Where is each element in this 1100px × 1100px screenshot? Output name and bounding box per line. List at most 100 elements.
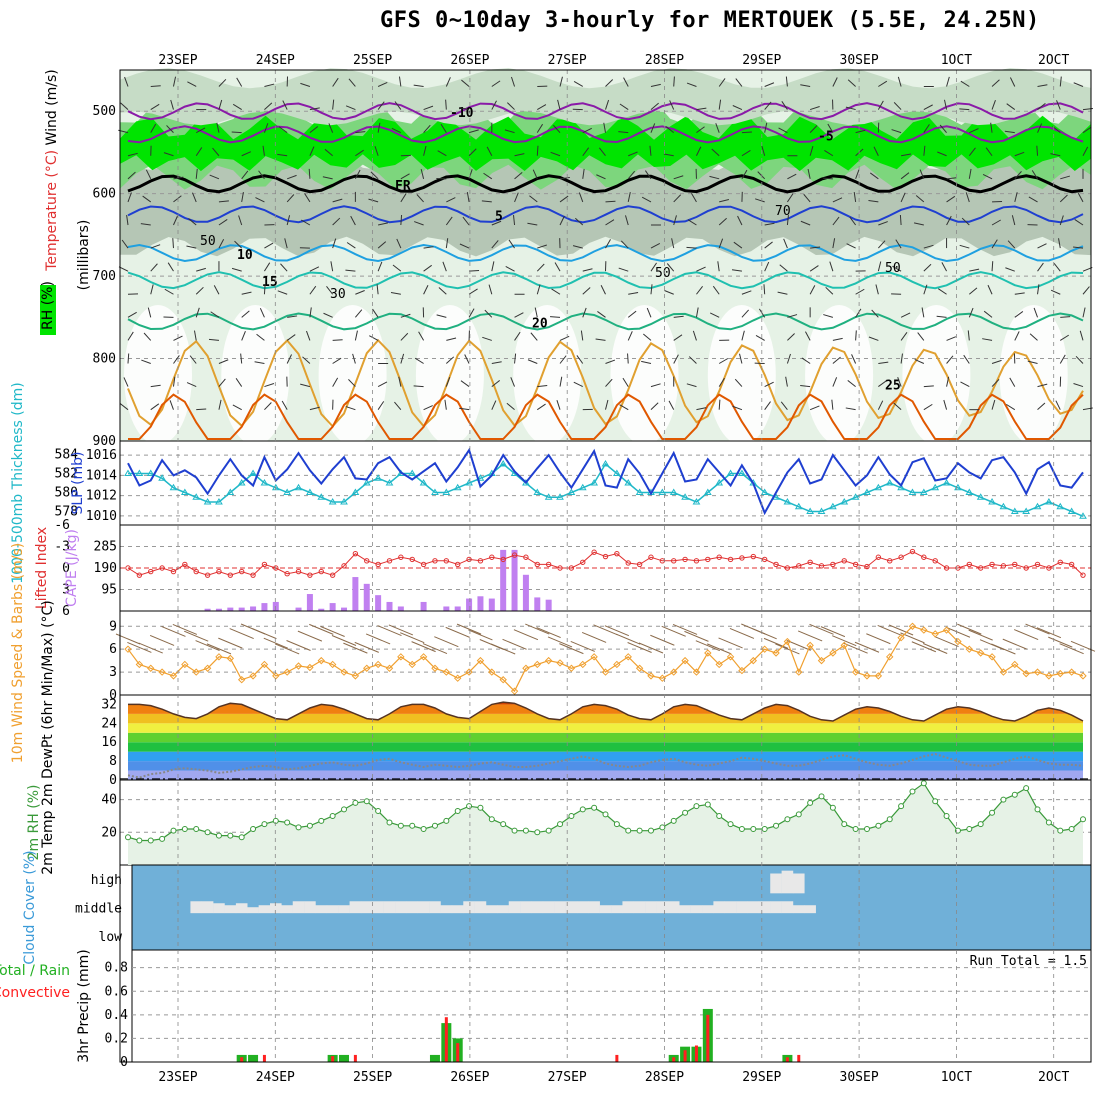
wind-barb	[189, 355, 197, 364]
wind-barb	[218, 78, 227, 87]
wind-barb	[355, 131, 366, 134]
wind-speed-marker	[817, 656, 826, 665]
wind-barb	[691, 193, 697, 203]
wind-barb	[196, 267, 206, 272]
wind-barb	[127, 192, 132, 203]
wind-barb	[510, 377, 516, 387]
temp-band	[128, 742, 1083, 752]
wind-barb	[855, 288, 865, 295]
wind-barb	[414, 221, 424, 226]
wind-barb-10m	[411, 641, 436, 653]
wind-barb	[849, 216, 857, 226]
wind-barb	[755, 334, 765, 341]
rh-marker	[318, 817, 325, 824]
wind-speed-marker	[181, 660, 189, 669]
wind-barb-10m	[616, 633, 641, 645]
rh-marker	[636, 827, 643, 834]
temp-line	[128, 701, 1084, 722]
wind-barb	[322, 176, 333, 180]
wind-barb	[193, 330, 197, 341]
wind-barb	[372, 308, 379, 318]
wind-barb	[398, 76, 402, 87]
precip-conv-bar	[615, 1054, 619, 1062]
wind-barb	[369, 335, 379, 341]
wind-barb	[445, 99, 447, 110]
rh-label: 2m RH (%)	[26, 785, 42, 861]
wind-barb	[809, 285, 816, 295]
wind-barb	[618, 131, 629, 134]
thickness-marker	[760, 488, 769, 495]
wind-barb	[559, 215, 565, 226]
wind-barb-10m	[229, 628, 254, 640]
wind-barb	[559, 76, 563, 87]
wind-barb	[687, 219, 697, 226]
cape-bar	[306, 594, 313, 611]
wind-barb	[468, 129, 479, 134]
wind-barb-10m	[206, 643, 232, 655]
rh-marker	[488, 816, 495, 823]
thickness-marker	[306, 488, 314, 495]
wind-barb	[851, 354, 857, 364]
wind-barb	[332, 77, 339, 87]
cloud-mid-block	[758, 901, 771, 914]
wind-speed-marker	[704, 649, 712, 657]
wind-barb	[696, 286, 704, 295]
wind-barb	[718, 217, 727, 226]
thickness-marker	[465, 479, 473, 486]
wind-barb	[212, 147, 220, 157]
wind-barb	[232, 404, 242, 411]
temp-band	[128, 770, 1083, 780]
wind-barb	[985, 147, 993, 157]
thickness-marker	[897, 483, 905, 491]
wind-barb-10m	[684, 630, 709, 642]
thickness-marker	[419, 479, 428, 486]
wind-barb	[241, 170, 249, 180]
cloud-mid-block	[383, 901, 396, 914]
wind-barb	[218, 378, 226, 387]
wind-barb	[671, 238, 675, 249]
precip-tick: 0.6	[105, 984, 128, 999]
wind-barb	[620, 240, 629, 249]
li-marker	[568, 565, 575, 571]
li-marker	[784, 565, 791, 571]
wind-barb	[418, 331, 425, 341]
cloud-mid-block	[315, 905, 328, 914]
precip-total-bar	[339, 1054, 350, 1062]
wind-barb	[377, 122, 381, 133]
wind-barb-10m	[1059, 643, 1084, 655]
thickness-marker	[999, 502, 1008, 510]
wind-barb	[663, 153, 674, 157]
wind-barb	[370, 171, 379, 180]
wind-barb	[378, 222, 389, 226]
day-label-top: 2OCT	[1038, 53, 1069, 68]
wind-barb	[846, 243, 856, 249]
wind-barb	[459, 107, 470, 111]
cloud-mid-block	[486, 905, 498, 914]
wind-barb	[186, 382, 197, 388]
rh-marker	[807, 799, 814, 806]
isotherm-10	[127, 243, 1084, 263]
wind-barb	[878, 221, 888, 226]
thickness-marker	[965, 488, 974, 495]
cloud-mid-block	[497, 905, 509, 914]
wind-barb	[696, 126, 705, 134]
wind-barb	[278, 126, 288, 134]
wind-barb	[126, 215, 129, 226]
wind-speed-marker	[124, 645, 132, 653]
day-label-bottom: 30SEP	[840, 1070, 879, 1085]
wind-barb	[688, 356, 697, 364]
wind-speed-marker	[897, 634, 905, 642]
wind-barb	[534, 307, 538, 318]
wind-barb	[991, 79, 1000, 87]
wind-barb	[673, 334, 683, 341]
li-marker	[273, 565, 279, 571]
wind-barb	[166, 125, 174, 134]
wind-barb	[939, 124, 947, 133]
wind-barb	[127, 171, 136, 180]
li-marker	[1023, 565, 1029, 571]
wind-barb	[778, 127, 788, 134]
wind-barb	[1056, 100, 1061, 110]
wind-barb	[446, 337, 457, 341]
wind-barb	[686, 246, 697, 249]
thickness-marker	[158, 474, 166, 481]
